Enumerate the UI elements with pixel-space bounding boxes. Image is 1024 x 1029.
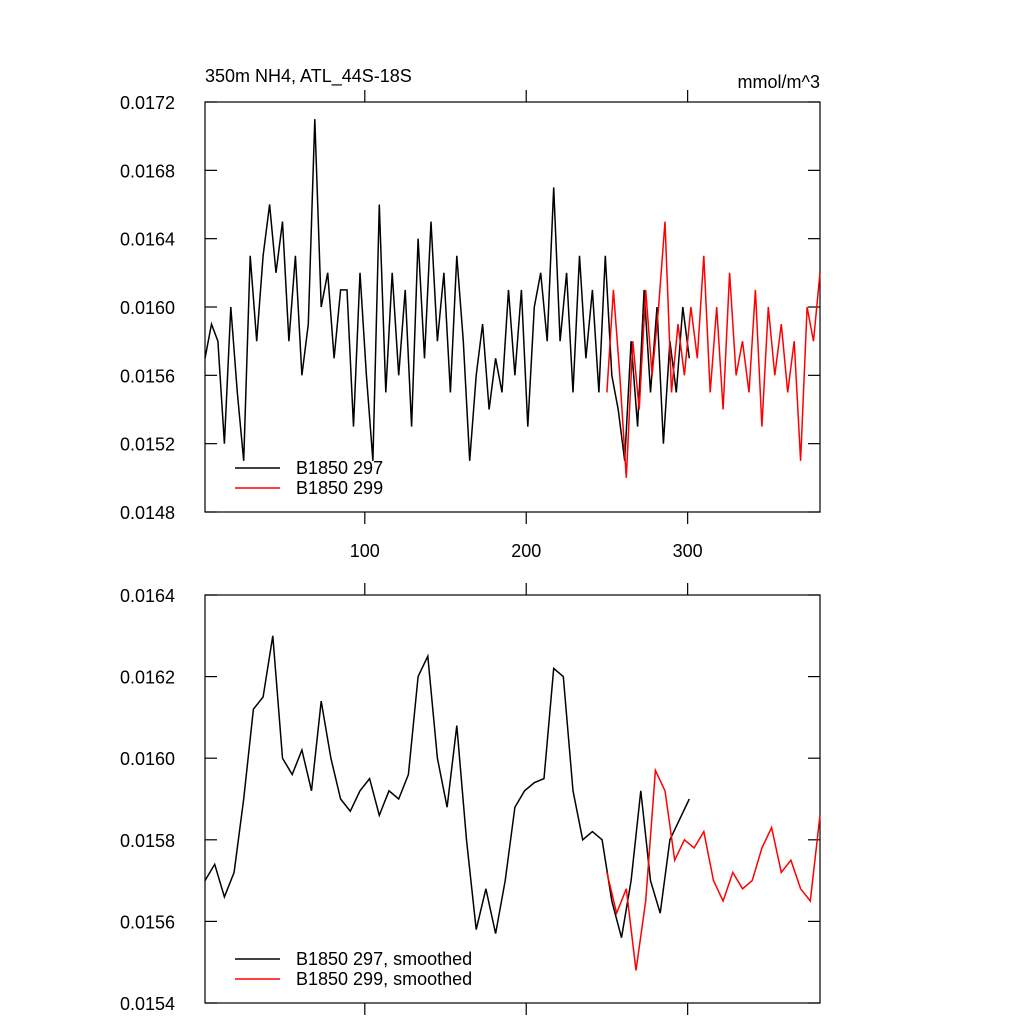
legend-label: B1850 299, smoothed — [296, 969, 472, 989]
legend-label: B1850 297 — [296, 458, 383, 478]
y-tick-label: 0.0160 — [120, 298, 175, 318]
y-tick-label: 0.0172 — [120, 93, 175, 113]
series-line — [606, 221, 821, 478]
y-tick-label: 0.0168 — [120, 161, 175, 181]
y-tick-label: 0.0164 — [120, 230, 175, 250]
x-tick-label: 100 — [350, 541, 380, 561]
y-tick-label: 0.0164 — [120, 586, 175, 606]
chart-title: 350m NH4, ATL_44S-18S — [205, 66, 412, 87]
plot-frame — [204, 594, 821, 1004]
series-line — [606, 767, 821, 971]
y-tick-label: 0.0154 — [120, 994, 175, 1014]
y-tick-label: 0.0160 — [120, 749, 175, 769]
units-label: mmol/m^3 — [738, 72, 820, 92]
y-tick-label: 0.0148 — [120, 503, 175, 523]
legend-label: B1850 297, smoothed — [296, 949, 472, 969]
x-tick-label: 200 — [511, 541, 541, 561]
x-tick-label: 300 — [673, 541, 703, 561]
legend-label: B1850 299 — [296, 478, 383, 498]
y-tick-label: 0.0158 — [120, 831, 175, 851]
series-line — [204, 119, 691, 461]
y-tick-label: 0.0156 — [120, 912, 175, 932]
y-tick-label: 0.0162 — [120, 668, 175, 688]
y-tick-label: 0.0152 — [120, 435, 175, 455]
y-tick-label: 0.0156 — [120, 366, 175, 386]
